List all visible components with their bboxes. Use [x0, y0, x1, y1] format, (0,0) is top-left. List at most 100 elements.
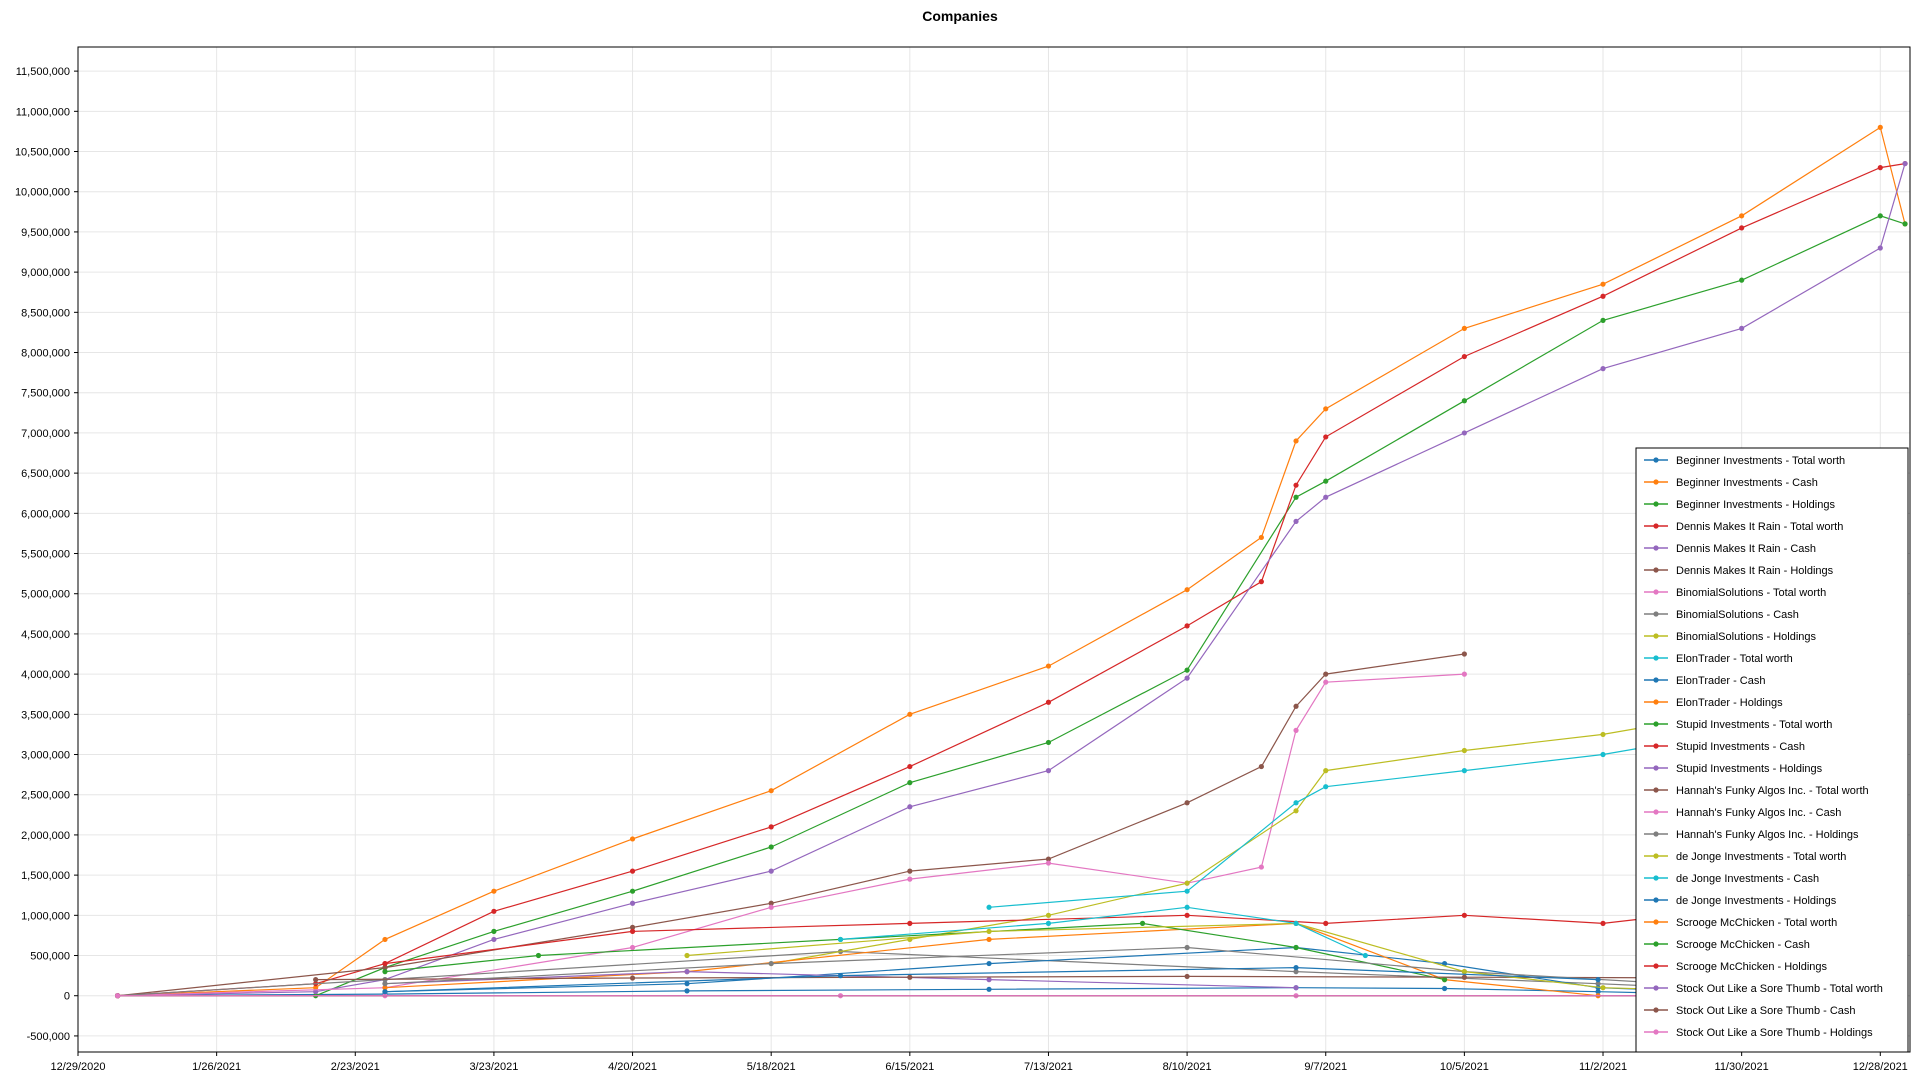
- data-point: [1595, 989, 1601, 995]
- data-point: [382, 936, 388, 943]
- legend-item[interactable]: BinomialSolutions - Total worth: [1644, 587, 1826, 599]
- y-tick-label: 1,500,000: [21, 870, 70, 882]
- data-point: [1461, 747, 1467, 754]
- legend-swatch-marker: [1653, 765, 1659, 771]
- legend-swatch-marker: [1653, 545, 1659, 551]
- x-tick-label: 8/10/2021: [1163, 1061, 1212, 1073]
- data-point: [768, 844, 774, 850]
- legend-item[interactable]: de Jonge Investments - Total worth: [1644, 851, 1846, 863]
- data-point: [1441, 960, 1448, 967]
- legend-item[interactable]: Hannah's Funky Algos Inc. - Cash: [1644, 807, 1841, 819]
- legend-item[interactable]: de Jonge Investments - Holdings: [1644, 895, 1837, 907]
- y-tick-label: 500,000: [30, 951, 70, 963]
- legend-item[interactable]: Beginner Investments - Cash: [1644, 477, 1818, 489]
- legend-item[interactable]: Hannah's Funky Algos Inc. - Total worth: [1644, 785, 1869, 797]
- legend-box: [1635, 447, 1909, 1053]
- legend-swatch-marker: [1653, 699, 1659, 705]
- data-point: [382, 981, 388, 987]
- legend-label: de Jonge Investments - Cash: [1676, 873, 1819, 885]
- legend-item[interactable]: Beginner Investments - Holdings: [1644, 499, 1835, 511]
- series-group: [115, 213, 1908, 999]
- data-point: [768, 868, 774, 874]
- legend-item[interactable]: Scrooge McChicken - Total worth: [1644, 917, 1837, 929]
- legend-item[interactable]: Stock Out Like a Sore Thumb - Holdings: [1644, 1027, 1873, 1039]
- legend-label: Beginner Investments - Holdings: [1676, 499, 1835, 511]
- series-line: [117, 163, 1906, 997]
- legend-item[interactable]: Beginner Investments - Total worth: [1644, 455, 1845, 467]
- data-point: [1739, 213, 1745, 219]
- legend-label: Stock Out Like a Sore Thumb - Cash: [1676, 1005, 1856, 1017]
- data-point: [1293, 800, 1299, 806]
- x-tick-label: 10/5/2021: [1440, 1061, 1489, 1073]
- legend-item[interactable]: ElonTrader - Holdings: [1644, 697, 1783, 709]
- legend-swatch-marker: [1653, 875, 1659, 881]
- legend-swatch-marker: [1653, 963, 1659, 969]
- legend-item[interactable]: de Jonge Investments - Cash: [1644, 873, 1819, 885]
- data-point: [1461, 353, 1467, 360]
- data-point: [629, 924, 636, 930]
- data-point: [1184, 623, 1190, 629]
- data-point: [629, 888, 636, 894]
- data-point: [1461, 651, 1467, 657]
- y-tick-label: 6,000,000: [21, 508, 70, 520]
- legend[interactable]: Beginner Investments - Total worth Beginn…: [1635, 447, 1909, 1053]
- legend-label: Beginner Investments - Total worth: [1676, 455, 1845, 467]
- legend-item[interactable]: Dennis Makes It Rain - Holdings: [1644, 565, 1834, 577]
- data-point: [768, 904, 774, 910]
- y-tick-label: 5,000,000: [21, 589, 70, 601]
- legend-swatch-marker: [1653, 677, 1659, 683]
- y-tick-label: 11,000,000: [16, 106, 70, 118]
- legend-item[interactable]: Dennis Makes It Rain - Cash: [1644, 543, 1816, 555]
- legend-item[interactable]: Dennis Makes It Rain - Total worth: [1644, 521, 1843, 533]
- data-point: [1600, 751, 1606, 758]
- data-point: [1293, 482, 1299, 488]
- y-tick-label: 8,500,000: [21, 307, 70, 319]
- data-point: [1293, 964, 1299, 971]
- data-point: [1184, 973, 1190, 980]
- y-tick-label: 6,500,000: [21, 468, 70, 480]
- series-line: [117, 215, 1906, 997]
- legend-label: Stupid Investments - Total worth: [1676, 719, 1832, 731]
- axes: -500,000 0 500,000 1,000,000 1,500,000 2,000,…: [15, 46, 1911, 1073]
- data-point: [1600, 985, 1606, 991]
- data-point: [1293, 985, 1299, 991]
- data-point: [1600, 731, 1606, 738]
- legend-item[interactable]: Stock Out Like a Sore Thumb - Cash: [1644, 1005, 1856, 1017]
- plot-frame: [77, 46, 1911, 1053]
- data-point: [768, 788, 774, 794]
- data-point: [1293, 518, 1299, 524]
- data-point: [491, 888, 497, 894]
- data-point: [491, 908, 497, 914]
- legend-item[interactable]: Scrooge McChicken - Cash: [1644, 939, 1810, 951]
- series-line: [686, 922, 1747, 993]
- data-point: [1184, 888, 1190, 894]
- legend-label: ElonTrader - Holdings: [1676, 697, 1783, 709]
- data-point: [837, 973, 844, 979]
- legend-item[interactable]: Stupid Investments - Total worth: [1644, 719, 1832, 731]
- legend-item[interactable]: ElonTrader - Total worth: [1644, 653, 1793, 665]
- legend-swatch-marker: [1653, 743, 1659, 749]
- legend-label: ElonTrader - Total worth: [1676, 653, 1793, 665]
- x-tick-label: 7/13/2021: [1024, 1061, 1073, 1073]
- data-point: [1184, 880, 1190, 886]
- x-tick-label: 11/2/2021: [1579, 1061, 1627, 1073]
- legend-swatch-marker: [1653, 589, 1659, 595]
- data-point: [1461, 671, 1467, 677]
- data-point: [1461, 969, 1467, 975]
- legend-item[interactable]: Stupid Investments - Holdings: [1644, 763, 1823, 775]
- legend-item[interactable]: Hannah's Funky Algos Inc. - Holdings: [1644, 829, 1859, 841]
- data-point: [1362, 952, 1368, 959]
- legend-item[interactable]: Stupid Investments - Cash: [1644, 741, 1805, 753]
- data-point: [1323, 671, 1329, 677]
- grid-lines: [77, 47, 1910, 1052]
- legend-label: Beginner Investments - Cash: [1676, 477, 1818, 489]
- chart-title: Companies: [922, 8, 998, 24]
- legend-item[interactable]: BinomialSolutions - Holdings: [1644, 631, 1817, 643]
- legend-item[interactable]: ElonTrader - Cash: [1644, 675, 1765, 687]
- data-point: [1600, 293, 1606, 299]
- legend-item[interactable]: Scrooge McChicken - Holdings: [1644, 961, 1828, 973]
- data-point: [629, 900, 636, 906]
- legend-item[interactable]: Stock Out Like a Sore Thumb - Total wort…: [1644, 983, 1883, 995]
- legend-item[interactable]: BinomialSolutions - Cash: [1644, 609, 1799, 621]
- data-point: [1184, 904, 1190, 910]
